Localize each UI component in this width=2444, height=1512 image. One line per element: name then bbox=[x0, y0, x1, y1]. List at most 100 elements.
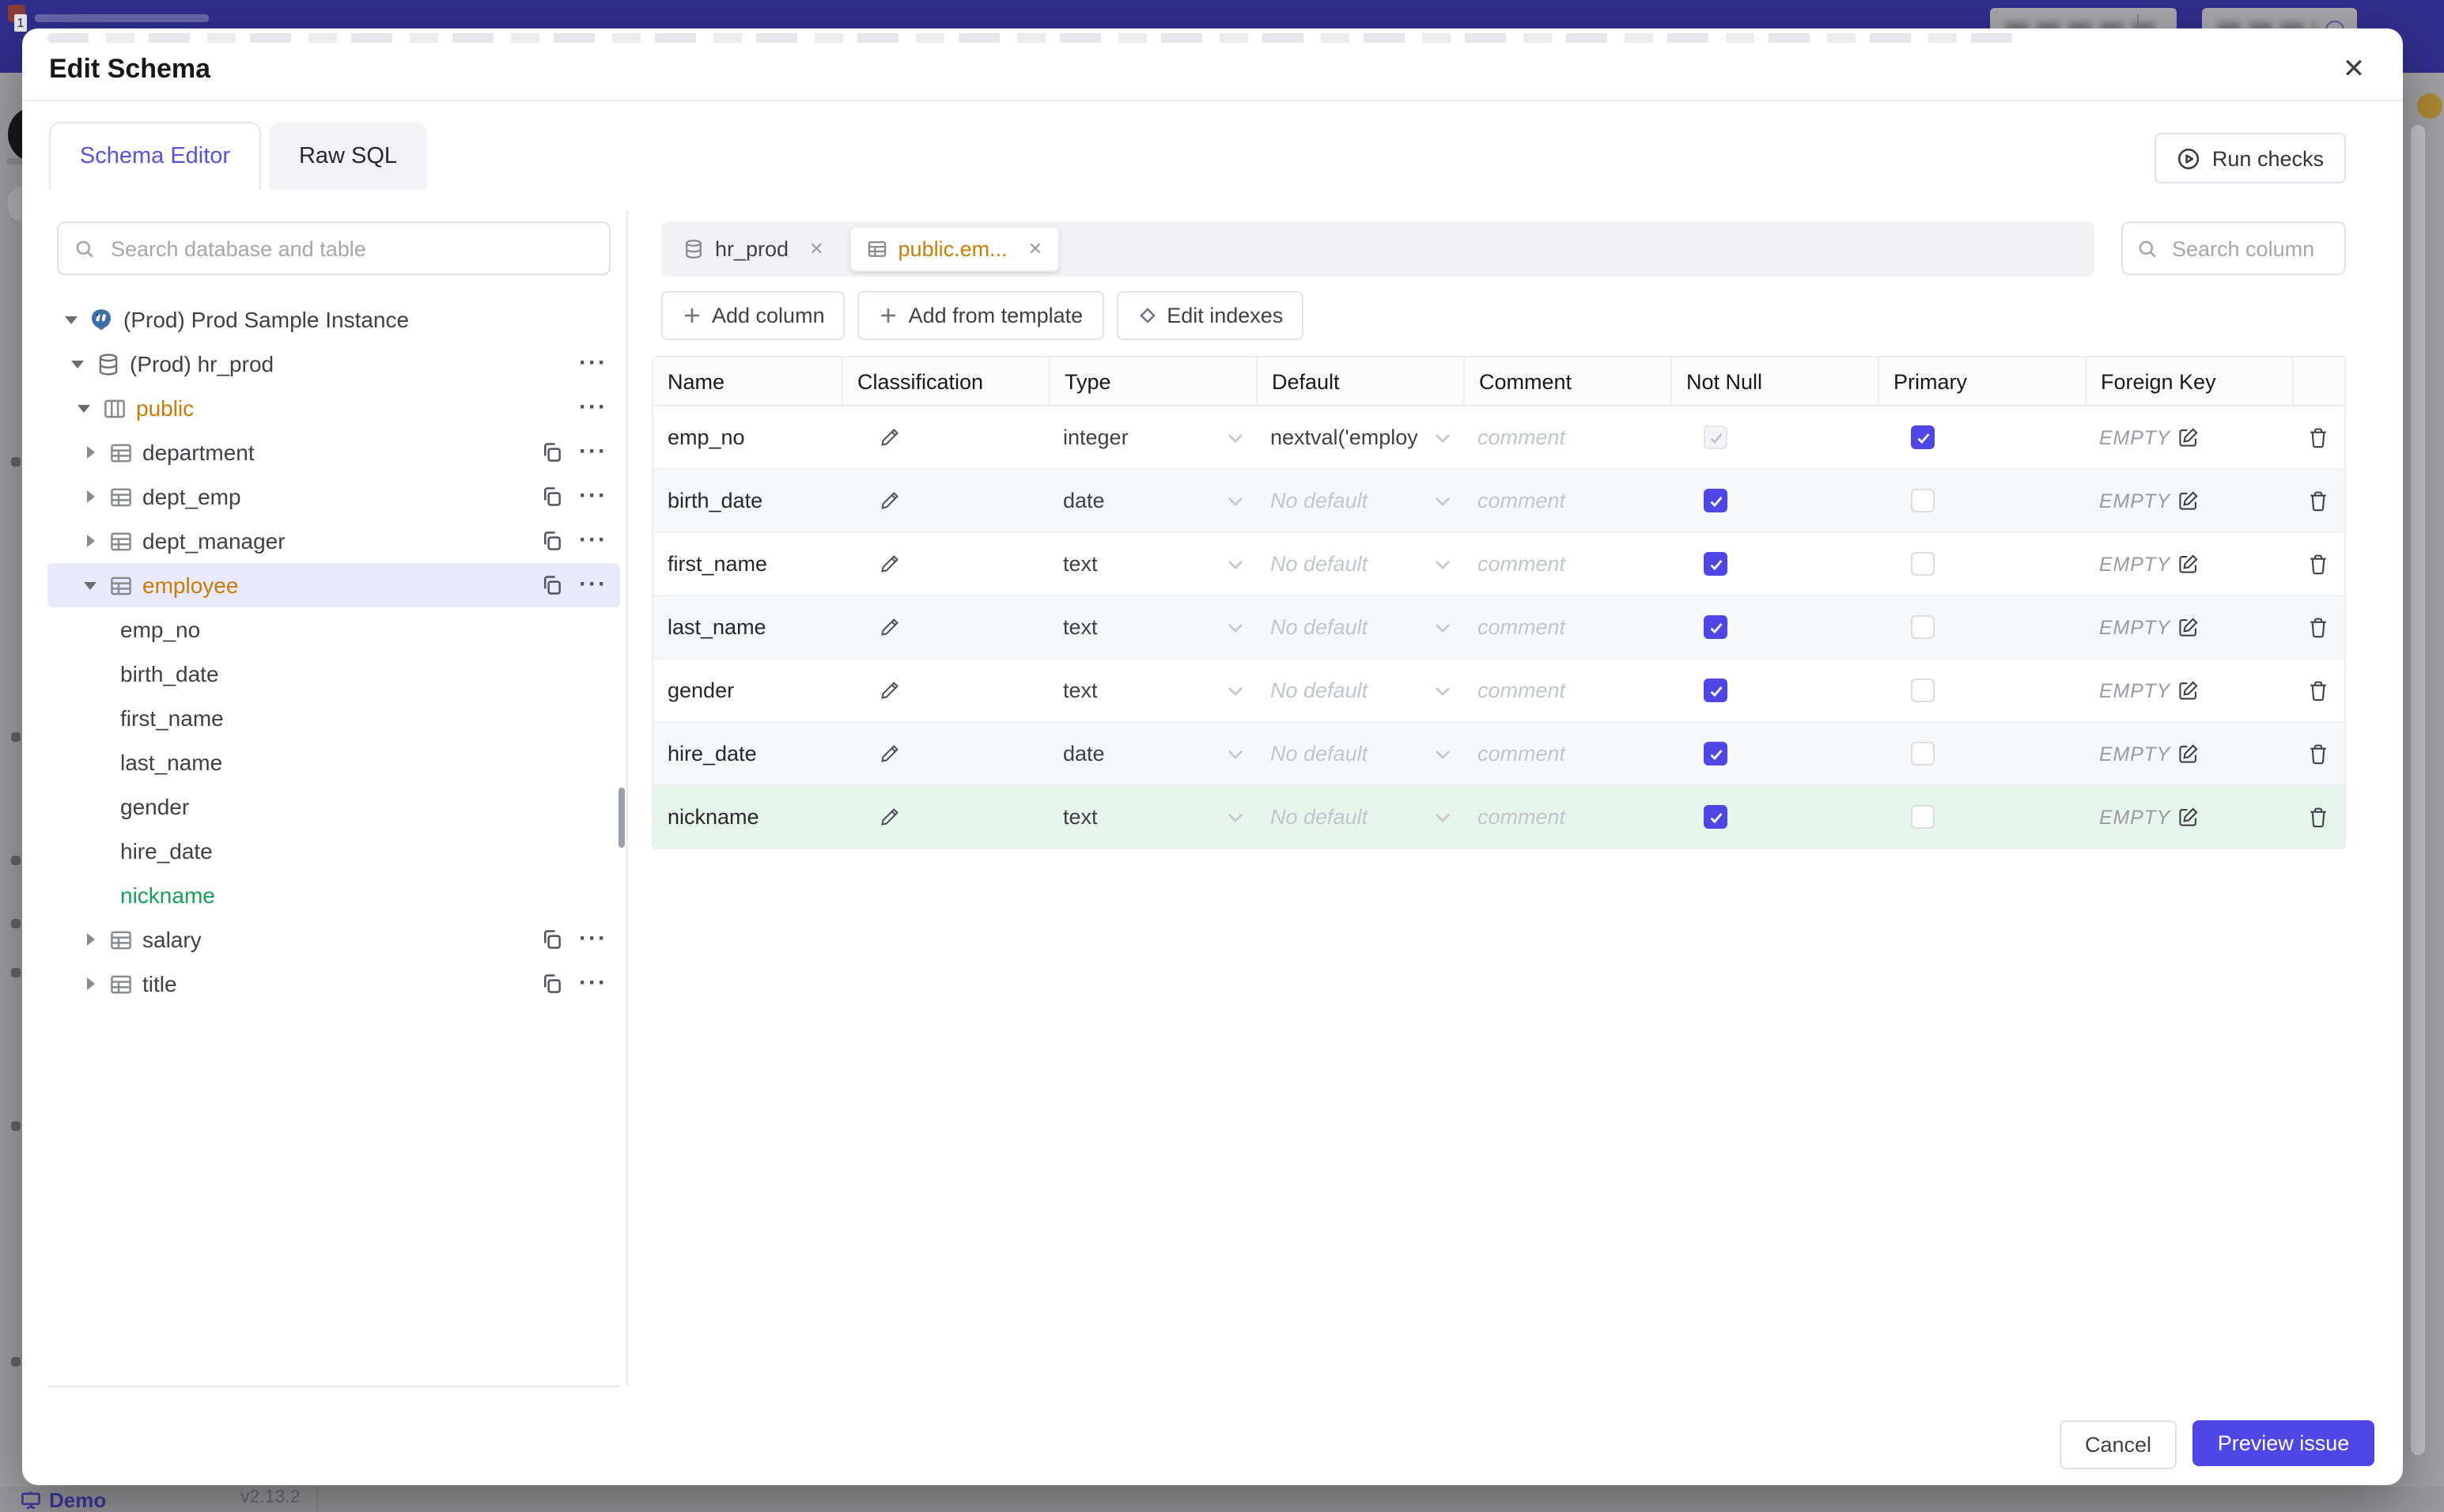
close-icon[interactable]: ✕ bbox=[809, 240, 824, 259]
tree-item-instance[interactable]: (Prod) Prod Sample Instance bbox=[47, 297, 620, 342]
classification-cell[interactable] bbox=[842, 786, 1049, 848]
tree-item-schema[interactable]: public ··· bbox=[47, 386, 620, 430]
close-icon[interactable]: ✕ bbox=[2342, 54, 2366, 84]
type-select[interactable]: text bbox=[1049, 660, 1256, 721]
primary-checkbox[interactable] bbox=[1911, 742, 1935, 765]
tree-column-emp-no[interactable]: emp_no bbox=[47, 607, 620, 652]
database-search-input[interactable] bbox=[108, 235, 593, 262]
type-select[interactable]: date bbox=[1049, 470, 1256, 531]
chevron-right-icon[interactable] bbox=[82, 489, 98, 505]
foreign-key-cell[interactable]: EMPTY bbox=[2085, 660, 2292, 721]
tree-column-first-name[interactable]: first_name bbox=[47, 696, 620, 740]
classification-cell[interactable] bbox=[842, 596, 1049, 658]
classification-cell[interactable] bbox=[842, 470, 1049, 531]
foreign-key-cell[interactable]: EMPTY bbox=[2085, 470, 2292, 531]
chevron-right-icon[interactable] bbox=[82, 444, 98, 460]
foreign-key-cell[interactable]: EMPTY bbox=[2085, 723, 2292, 784]
more-menu-icon[interactable]: ··· bbox=[579, 925, 607, 952]
tree-column-birth-date[interactable]: birth_date bbox=[47, 652, 620, 696]
classification-cell[interactable] bbox=[842, 533, 1049, 595]
foreign-key-cell[interactable]: EMPTY bbox=[2085, 596, 2292, 658]
tree-column-last-name[interactable]: last_name bbox=[47, 740, 620, 784]
primary-checkbox[interactable] bbox=[1911, 425, 1935, 449]
chevron-right-icon[interactable] bbox=[82, 932, 98, 947]
chevron-right-icon[interactable] bbox=[82, 976, 98, 992]
tab-raw-sql[interactable]: Raw SQL bbox=[269, 122, 427, 190]
sidebar-splitter[interactable] bbox=[626, 210, 628, 1385]
comment-input[interactable]: comment bbox=[1477, 679, 1566, 702]
default-select[interactable]: No default bbox=[1256, 723, 1463, 784]
not-null-checkbox[interactable] bbox=[1704, 742, 1727, 765]
tree-item-table-employee[interactable]: employee ··· bbox=[47, 563, 620, 607]
delete-column-button[interactable] bbox=[2292, 596, 2344, 658]
column-name-cell[interactable]: last_name bbox=[668, 615, 766, 639]
comment-input[interactable]: comment bbox=[1477, 615, 1566, 639]
type-select[interactable]: date bbox=[1049, 723, 1256, 784]
type-select[interactable]: integer bbox=[1049, 406, 1256, 468]
not-null-checkbox[interactable] bbox=[1704, 552, 1727, 576]
close-icon[interactable]: ✕ bbox=[1027, 240, 1043, 259]
more-menu-icon[interactable]: ··· bbox=[579, 571, 607, 598]
not-null-checkbox[interactable] bbox=[1704, 679, 1727, 702]
chevron-down-icon[interactable] bbox=[82, 577, 98, 593]
tree-column-hire-date[interactable]: hire_date bbox=[47, 829, 620, 873]
default-select[interactable]: No default bbox=[1256, 470, 1463, 531]
comment-input[interactable]: comment bbox=[1477, 425, 1566, 449]
classification-cell[interactable] bbox=[842, 723, 1049, 784]
demo-link[interactable]: Demo bbox=[21, 1487, 106, 1512]
classification-cell[interactable] bbox=[842, 660, 1049, 721]
cancel-button[interactable]: Cancel bbox=[2060, 1420, 2177, 1469]
tree-item-table-salary[interactable]: salary ··· bbox=[47, 917, 620, 962]
tree-item-table-department[interactable]: department ··· bbox=[47, 430, 620, 474]
primary-checkbox[interactable] bbox=[1911, 615, 1935, 639]
copy-icon[interactable] bbox=[541, 530, 563, 552]
more-menu-icon[interactable]: ··· bbox=[579, 394, 607, 421]
column-name-cell[interactable]: hire_date bbox=[668, 742, 757, 765]
more-menu-icon[interactable]: ··· bbox=[579, 438, 607, 465]
tree-column-nickname[interactable]: nickname bbox=[47, 873, 620, 917]
more-menu-icon[interactable]: ··· bbox=[579, 482, 607, 509]
chevron-down-icon[interactable] bbox=[70, 356, 85, 372]
default-select[interactable]: No default bbox=[1256, 786, 1463, 848]
sidebar-scrollbar-thumb[interactable] bbox=[619, 788, 625, 848]
not-null-checkbox[interactable] bbox=[1704, 615, 1727, 639]
primary-checkbox[interactable] bbox=[1911, 805, 1935, 829]
chevron-down-icon[interactable] bbox=[63, 312, 79, 327]
tree-item-table-dept-manager[interactable]: dept_manager ··· bbox=[47, 519, 620, 563]
comment-input[interactable]: comment bbox=[1477, 489, 1566, 512]
tree-item-table-title[interactable]: title ··· bbox=[47, 962, 620, 1006]
tab-chip-hr-prod[interactable]: hr_prod ✕ bbox=[668, 228, 840, 270]
preview-issue-button[interactable]: Preview issue bbox=[2192, 1420, 2374, 1466]
tab-chip-public-employee[interactable]: public.em... ✕ bbox=[849, 226, 1061, 272]
column-search-input[interactable] bbox=[2169, 235, 2330, 262]
comment-input[interactable]: comment bbox=[1477, 805, 1566, 829]
delete-column-button[interactable] bbox=[2292, 470, 2344, 531]
default-select[interactable]: nextval('employ bbox=[1256, 406, 1463, 468]
copy-icon[interactable] bbox=[541, 973, 563, 995]
run-checks-button[interactable]: Run checks bbox=[2155, 133, 2346, 183]
add-column-button[interactable]: Add column bbox=[661, 291, 846, 340]
page-scrollbar-thumb[interactable] bbox=[2411, 125, 2425, 1455]
type-select[interactable]: text bbox=[1049, 533, 1256, 595]
edit-indexes-button[interactable]: Edit indexes bbox=[1116, 291, 1304, 340]
copy-icon[interactable] bbox=[541, 486, 563, 508]
copy-icon[interactable] bbox=[541, 574, 563, 596]
delete-column-button[interactable] bbox=[2292, 786, 2344, 848]
delete-column-button[interactable] bbox=[2292, 723, 2344, 784]
not-null-checkbox[interactable] bbox=[1704, 425, 1727, 449]
tab-schema-editor[interactable]: Schema Editor bbox=[49, 122, 261, 190]
delete-column-button[interactable] bbox=[2292, 406, 2344, 468]
primary-checkbox[interactable] bbox=[1911, 679, 1935, 702]
primary-checkbox[interactable] bbox=[1911, 552, 1935, 576]
column-name-cell[interactable]: emp_no bbox=[668, 425, 745, 449]
default-select[interactable]: No default bbox=[1256, 596, 1463, 658]
more-menu-icon[interactable]: ··· bbox=[579, 527, 607, 554]
chevron-right-icon[interactable] bbox=[82, 533, 98, 549]
comment-input[interactable]: comment bbox=[1477, 552, 1566, 576]
type-select[interactable]: text bbox=[1049, 596, 1256, 658]
delete-column-button[interactable] bbox=[2292, 533, 2344, 595]
foreign-key-cell[interactable]: EMPTY bbox=[2085, 406, 2292, 468]
not-null-checkbox[interactable] bbox=[1704, 489, 1727, 512]
copy-icon[interactable] bbox=[541, 928, 563, 951]
foreign-key-cell[interactable]: EMPTY bbox=[2085, 533, 2292, 595]
